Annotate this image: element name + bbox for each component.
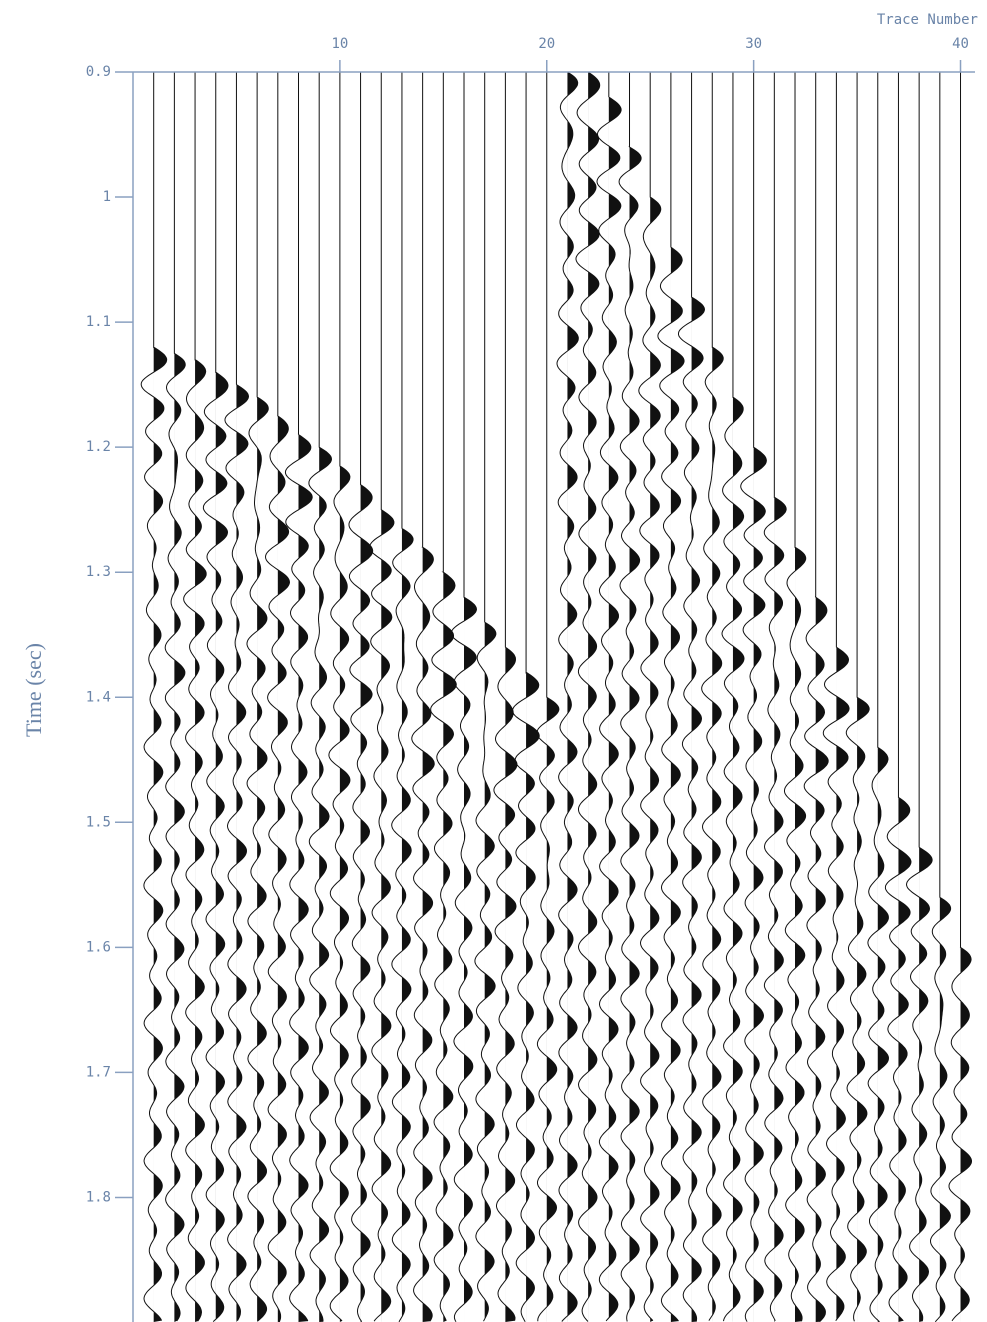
y-tick-label: 1.6 [86,939,111,955]
y-axis-title: Time (sec) [21,643,46,737]
x-tick-label: 30 [745,36,762,52]
y-tick-label: 1.3 [86,564,111,580]
x-tick-label: 10 [331,36,348,52]
y-tick-label: 0.9 [86,64,111,80]
y-tick-label: 1.1 [86,314,111,330]
y-tick-label: 1.2 [86,439,111,455]
x-axis-title: Trace Number [877,12,978,28]
x-tick-label: 20 [538,36,555,52]
y-tick-label: 1.5 [86,814,111,830]
y-tick-label: 1 [103,189,111,205]
chart: Trace Number Time (sec) 0.9 1 1.1 1.2 1.3 1.4… [0,0,987,1322]
x-tick-label: 40 [952,36,969,52]
y-tick-label: 1.8 [86,1189,111,1205]
y-tick-label: 1.7 [86,1064,111,1080]
y-tick-label: 1.4 [86,689,111,705]
